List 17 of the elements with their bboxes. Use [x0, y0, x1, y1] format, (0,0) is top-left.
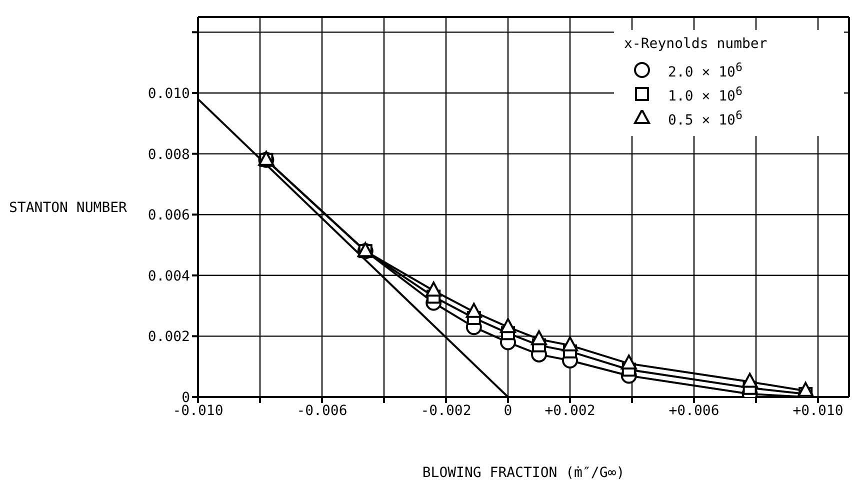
legend-label: 0.5 × 10$^{6}$	[668, 108, 742, 128]
x-tick-label: -0.006	[296, 402, 348, 419]
legend-label: 2.0 × 10$^{6}$	[668, 60, 742, 80]
x-tick-label: 0	[504, 402, 512, 419]
y-tick-label: 0.010	[148, 86, 190, 102]
y-tick-label: 0.008	[148, 146, 190, 163]
x-tick-label: -0.002	[420, 402, 472, 419]
x-tick-label: +0.010	[792, 402, 844, 419]
x-axis-title: BLOWING FRACTION (ṁ″/G∞)	[422, 465, 625, 481]
legend-title: x-Reynolds number	[624, 36, 768, 52]
y-tick-label: 0.002	[148, 329, 190, 346]
x-tick-label: +0.002	[544, 402, 596, 419]
y-tick-label: 0.004	[148, 268, 190, 284]
legend-label: 1.0 × 10$^{6}$	[668, 84, 742, 104]
y-tick-label: 0.006	[148, 208, 190, 224]
y-axis-title: STANTON NUMBER	[8, 200, 128, 216]
x-tick-label: +0.006	[668, 402, 720, 419]
